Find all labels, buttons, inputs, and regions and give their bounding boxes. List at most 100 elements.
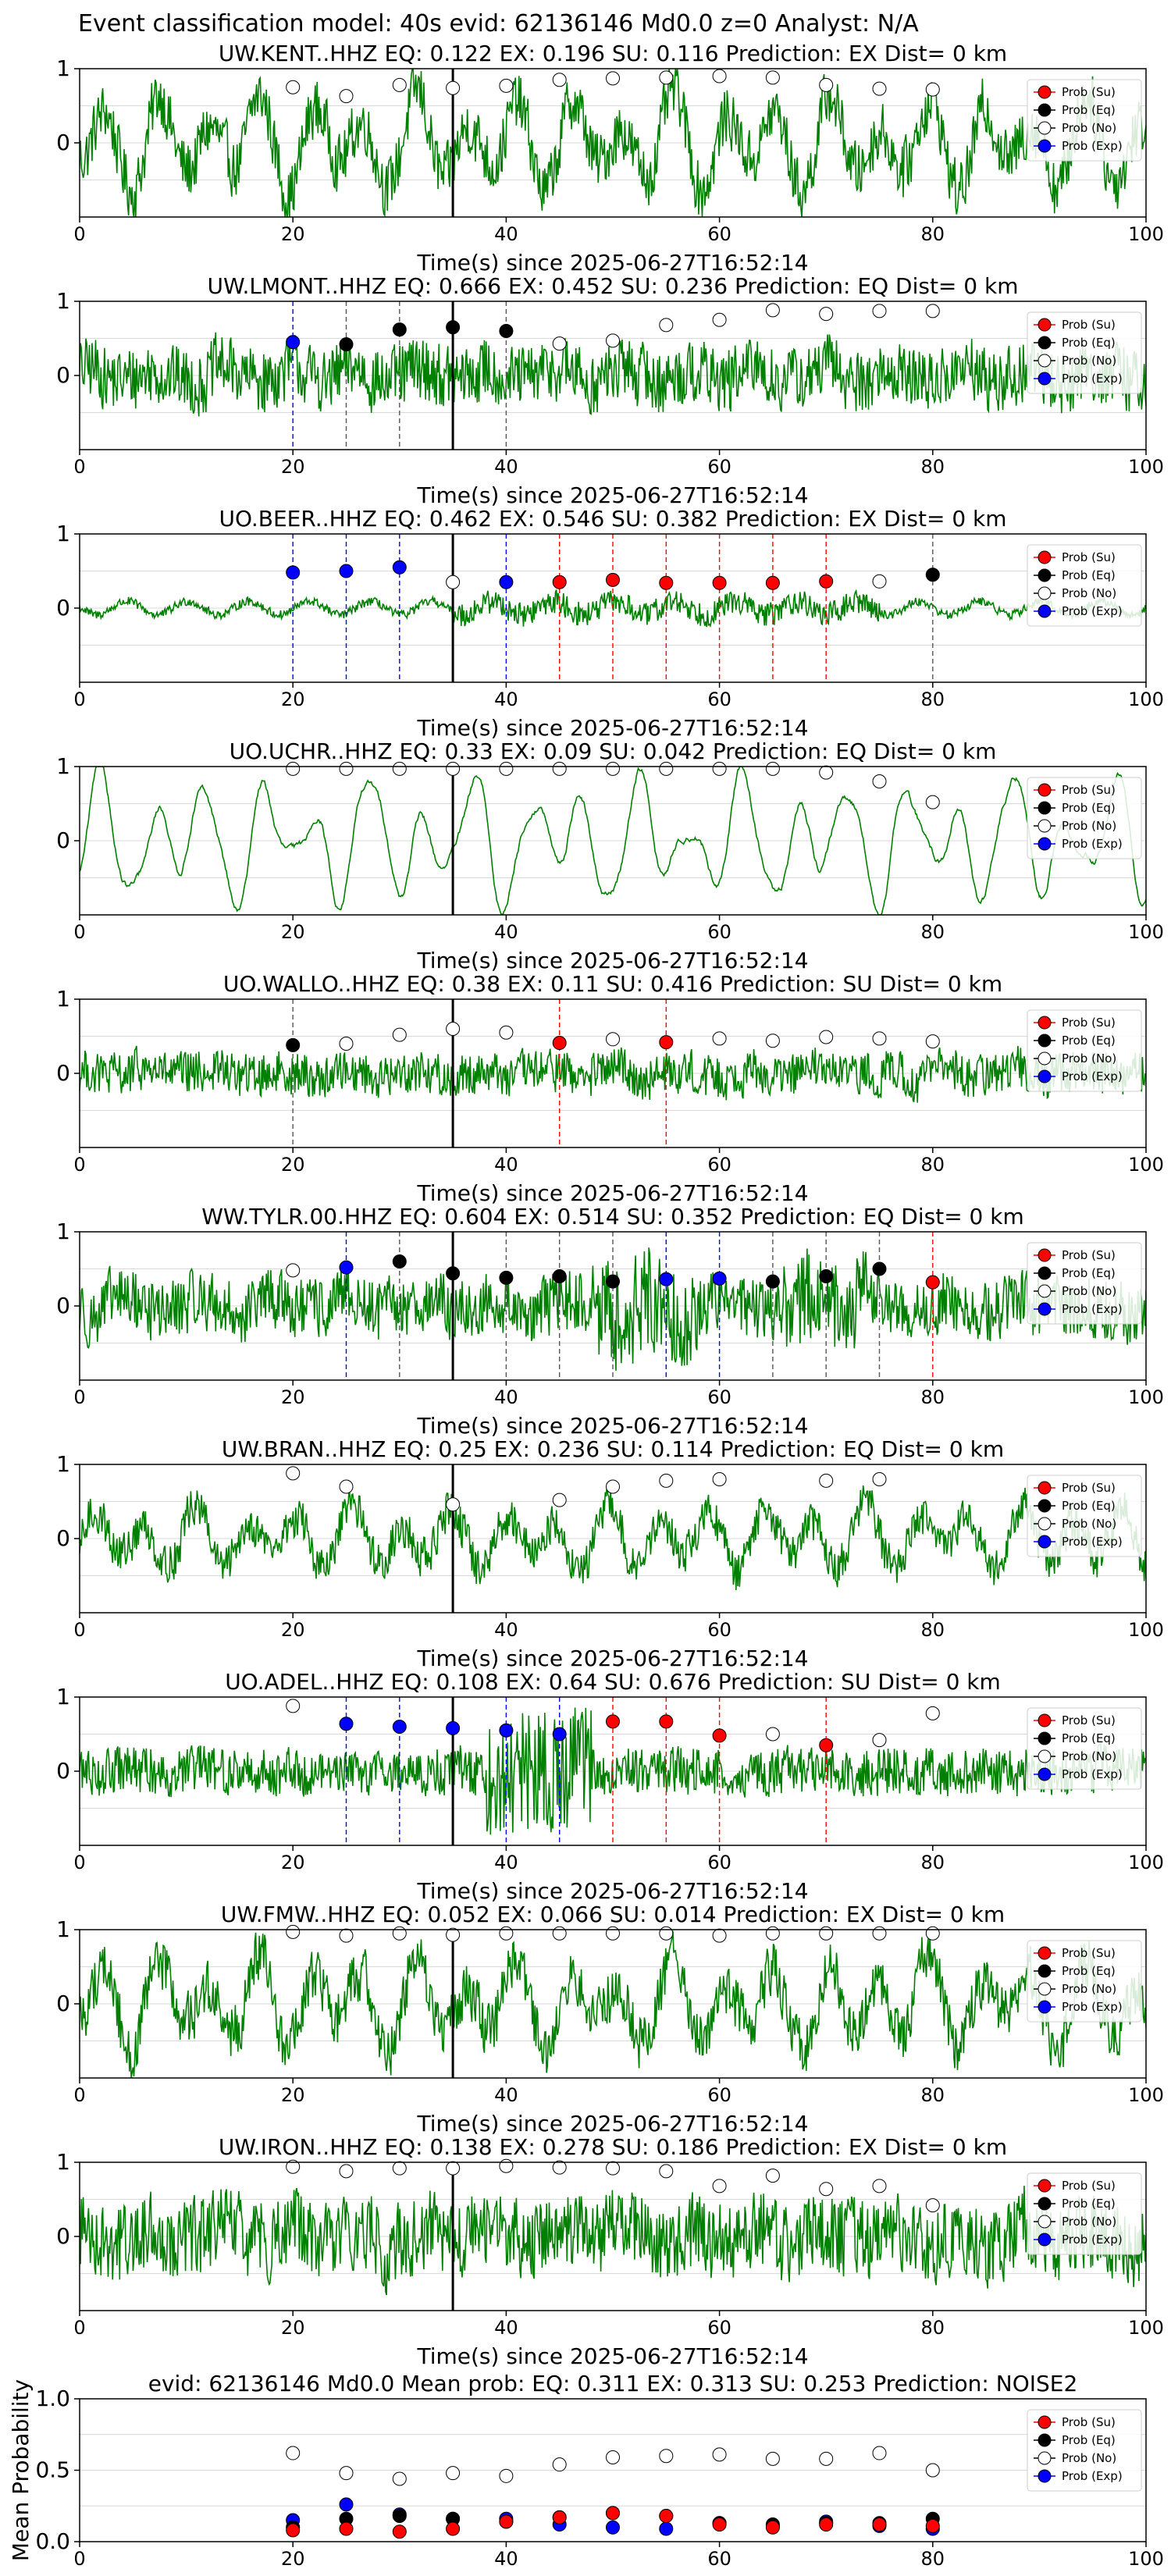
prob-marker-exp — [286, 565, 301, 580]
legend-label-eq: Prob (Eq) — [1062, 2433, 1116, 2447]
y-tick-label: 1 — [56, 1219, 70, 1244]
prob-marker-su — [712, 1728, 727, 1743]
mean-marker-su — [446, 2521, 461, 2536]
prob-marker-no — [659, 2164, 674, 2179]
prob-marker-no — [819, 1030, 834, 1044]
x-tick-label: 0 — [73, 1852, 85, 1873]
panel-title: evid: 62136146 Md0.0 Mean prob: EQ: 0.31… — [148, 2371, 1078, 2396]
y-axis-label: Mean Probability — [8, 2379, 34, 2561]
prob-marker-no — [925, 1926, 940, 1941]
prob-marker-no — [339, 761, 354, 776]
legend-marker-su — [1038, 2415, 1052, 2429]
prob-marker-no — [286, 1263, 301, 1278]
x-tick-label: 60 — [707, 223, 731, 245]
y-tick-label: 0 — [56, 130, 70, 155]
prob-marker-no — [446, 1022, 461, 1036]
legend-marker-no — [1038, 2215, 1052, 2229]
prob-marker-no — [446, 1927, 461, 1942]
legend: Prob (Su) Prob (Eq) Prob (No) Prob (Exp) — [1027, 2409, 1142, 2492]
legend-label-su: Prob (Su) — [1062, 318, 1116, 332]
prob-marker-no — [872, 1926, 887, 1941]
x-tick-label: 60 — [707, 2317, 731, 2339]
legend-marker-eq — [1038, 2433, 1052, 2447]
prob-marker-no — [499, 761, 514, 776]
legend-marker-exp — [1038, 2233, 1052, 2247]
station-panel: UO.WALLO..HHZ EQ: 0.38 EX: 0.11 SU: 0.41… — [56, 971, 1164, 1206]
legend-marker-eq — [1038, 1499, 1052, 1513]
x-tick-label: 100 — [1128, 1619, 1164, 1641]
x-axis-label: Time(s) since 2025-06-27T16:52:14 — [416, 715, 808, 741]
y-tick-label: 0 — [56, 1060, 70, 1086]
x-tick-label: 100 — [1128, 2084, 1164, 2106]
x-axis-label: Time(s) since 2025-06-27T16:52:14 — [416, 948, 808, 973]
legend-marker-exp — [1038, 139, 1052, 153]
prob-marker-no — [872, 1733, 887, 1748]
prob-marker-no — [872, 1472, 887, 1486]
legend-label-su: Prob (Su) — [1062, 2179, 1116, 2193]
legend-label-exp: Prob (Exp) — [1062, 1069, 1123, 1083]
prob-marker-su — [659, 1035, 674, 1050]
legend-label-no: Prob (No) — [1062, 819, 1116, 833]
waveform-trace — [80, 2186, 1146, 2296]
legend-marker-eq — [1038, 2197, 1052, 2211]
legend-marker-no — [1038, 586, 1052, 600]
legend-label-eq: Prob (Eq) — [1062, 103, 1116, 117]
prob-marker-no — [712, 2179, 727, 2194]
station-panel: UW.FMW..HHZ EQ: 0.052 EX: 0.066 SU: 0.01… — [56, 1902, 1164, 2137]
legend-marker-no — [1038, 121, 1052, 135]
prob-marker-su — [925, 1275, 940, 1290]
legend-marker-eq — [1038, 1266, 1052, 1280]
x-tick-label: 40 — [494, 921, 518, 943]
y-tick-label: 0.0 — [35, 2528, 70, 2554]
prob-marker-eq — [339, 337, 354, 352]
x-tick-label: 40 — [494, 688, 518, 710]
y-tick-label: 1 — [56, 986, 70, 1012]
x-tick-label: 0 — [73, 2317, 85, 2339]
prob-marker-su — [765, 575, 780, 590]
x-tick-label: 40 — [494, 223, 518, 245]
legend-label-exp: Prob (Exp) — [1062, 604, 1123, 618]
prob-marker-no — [872, 2179, 887, 2194]
prob-marker-no — [446, 761, 461, 776]
mean-marker-no — [446, 2466, 461, 2481]
legend-frame — [1027, 311, 1142, 394]
x-axis-label: Time(s) since 2025-06-27T16:52:14 — [416, 1180, 808, 1206]
legend-label-no: Prob (No) — [1062, 2451, 1116, 2465]
mean-marker-no — [552, 2457, 567, 2472]
prob-marker-no — [925, 1706, 940, 1720]
prob-marker-eq — [392, 322, 407, 337]
prob-marker-no — [499, 2158, 514, 2173]
mean-marker-no — [499, 2468, 514, 2483]
x-tick-label: 40 — [494, 2548, 518, 2570]
prob-marker-no — [765, 303, 780, 318]
x-tick-label: 80 — [921, 688, 945, 710]
y-tick-label: 1 — [56, 753, 70, 779]
prob-marker-no — [392, 761, 407, 776]
legend-marker-su — [1038, 1481, 1052, 1495]
prob-marker-eq — [819, 1269, 834, 1283]
prob-marker-no — [499, 1025, 514, 1040]
prob-marker-no — [925, 1034, 940, 1049]
prob-marker-no — [659, 1926, 674, 1941]
x-tick-label: 100 — [1128, 1386, 1164, 1408]
legend-marker-su — [1038, 550, 1052, 564]
prob-marker-no — [819, 2182, 834, 2197]
legend: Prob (Su) Prob (Eq) Prob (No) Prob (Exp) — [1027, 1009, 1142, 1092]
x-tick-label: 80 — [921, 2548, 945, 2570]
prob-marker-no — [659, 761, 674, 776]
prob-marker-no — [606, 333, 620, 348]
y-tick-label: 1 — [56, 55, 70, 81]
legend-marker-no — [1038, 1284, 1052, 1298]
prob-marker-su — [552, 1036, 567, 1051]
legend-label-no: Prob (No) — [1062, 354, 1116, 368]
mean-marker-su — [499, 2514, 514, 2529]
prob-marker-no — [286, 1699, 301, 1713]
legend-marker-exp — [1038, 1069, 1052, 1083]
prob-marker-no — [765, 761, 780, 776]
legend-label-eq: Prob (Eq) — [1062, 1499, 1116, 1513]
prob-marker-exp — [392, 1720, 407, 1734]
legend-marker-eq — [1038, 568, 1052, 582]
prob-marker-no — [872, 1031, 887, 1046]
legend-marker-eq — [1038, 103, 1052, 117]
waveform-trace — [80, 1045, 1146, 1103]
